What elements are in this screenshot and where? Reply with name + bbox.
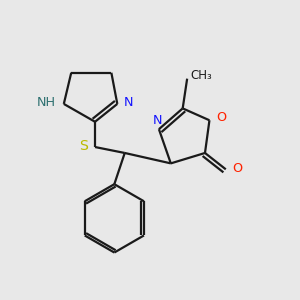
- Text: NH: NH: [37, 96, 56, 109]
- Text: O: O: [216, 111, 226, 124]
- Text: S: S: [80, 139, 88, 152]
- Text: O: O: [232, 162, 242, 175]
- Text: N: N: [124, 96, 133, 109]
- Text: CH₃: CH₃: [190, 69, 212, 82]
- Text: N: N: [153, 114, 162, 128]
